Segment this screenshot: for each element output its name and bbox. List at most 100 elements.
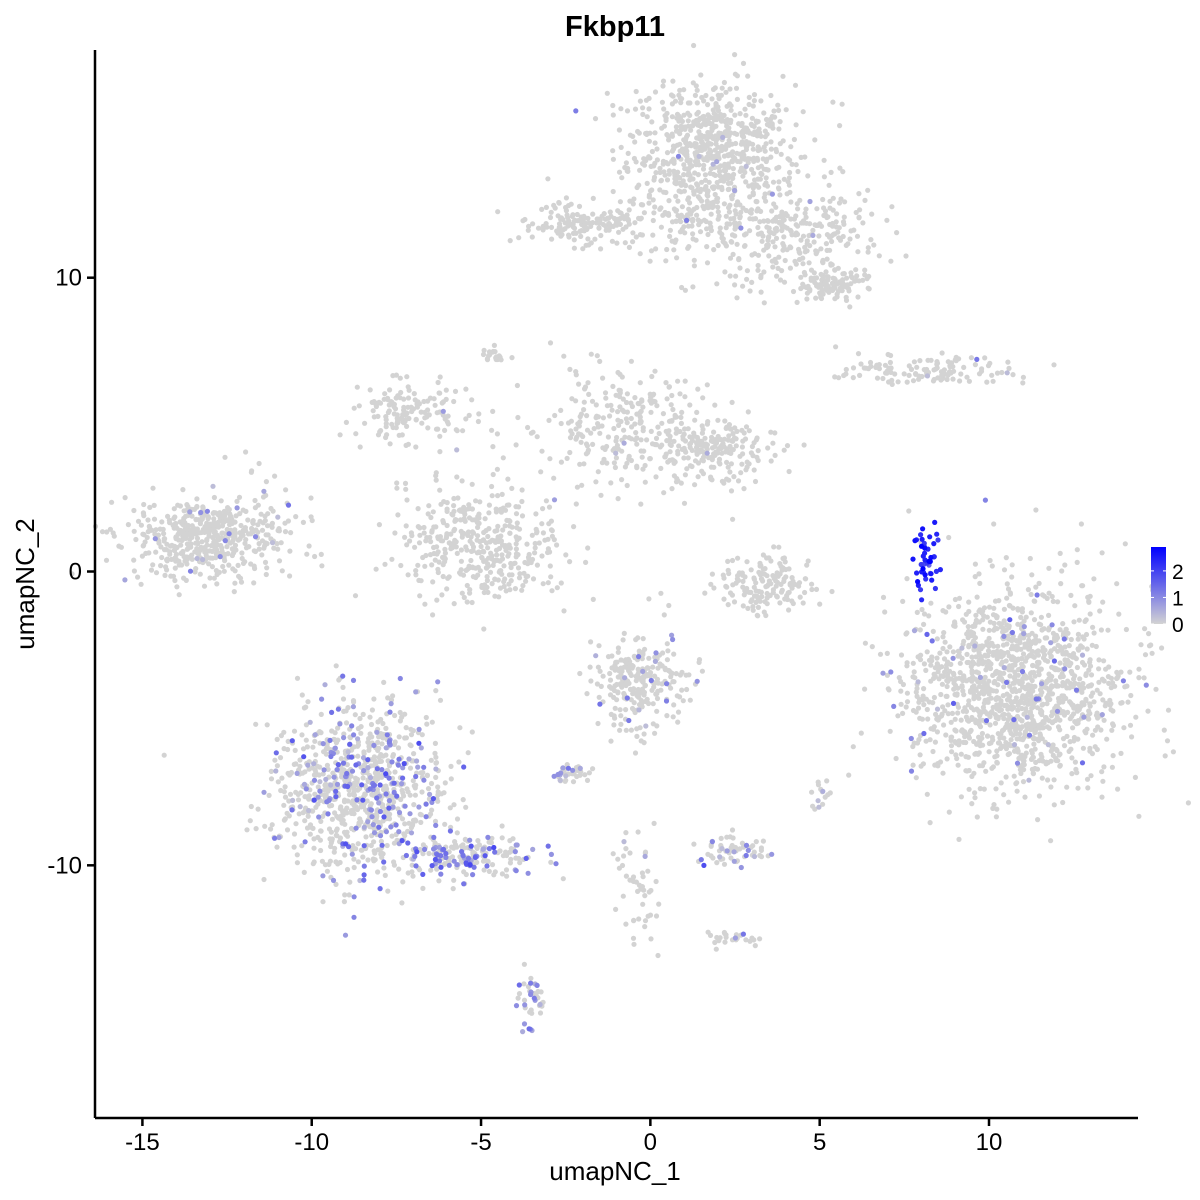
cell-point <box>615 409 621 415</box>
cell-point <box>1004 595 1010 601</box>
cell-point <box>928 678 934 684</box>
cell-point <box>807 221 813 227</box>
cell-point <box>433 477 439 483</box>
cell-point <box>806 260 812 266</box>
cell-point <box>630 133 636 139</box>
cell-point <box>677 141 683 147</box>
cell-point <box>567 435 574 441</box>
cell-point <box>171 506 177 512</box>
cell-point <box>507 530 513 536</box>
cell-point <box>211 575 217 581</box>
cell-point <box>1025 587 1031 593</box>
cell-point <box>985 733 991 739</box>
cell-point <box>1078 521 1084 527</box>
cell-point <box>630 239 636 245</box>
cell-point <box>422 563 428 569</box>
points-layer <box>69 42 1191 1035</box>
cell-point <box>935 761 941 767</box>
cell-point <box>435 549 441 555</box>
cell-point <box>145 517 151 523</box>
cell-point <box>919 606 925 613</box>
cell-point <box>1057 550 1063 557</box>
cell-point <box>711 117 718 123</box>
cell-point <box>484 565 490 571</box>
cell-point <box>969 714 975 721</box>
cell-point <box>669 418 675 424</box>
cell-point <box>761 110 767 116</box>
cell-point <box>625 218 632 224</box>
cell-point <box>796 583 802 589</box>
cell-point <box>622 464 629 470</box>
cell-point <box>1048 838 1054 844</box>
cell-point <box>780 555 786 562</box>
cell-point <box>499 556 506 562</box>
cell-point <box>135 518 142 524</box>
cell-point <box>604 443 610 450</box>
cell-point <box>674 255 680 261</box>
cell-point <box>661 169 667 175</box>
cell-point <box>788 245 794 251</box>
cell-point <box>966 642 972 648</box>
cell-point <box>889 204 895 210</box>
cell-point <box>201 583 208 589</box>
cell-point <box>634 411 640 417</box>
cell-point <box>561 353 567 359</box>
cell-point <box>637 251 643 257</box>
cell-point <box>1091 699 1097 705</box>
cell-point <box>415 562 421 568</box>
cell-point <box>234 498 240 504</box>
cell-point <box>765 218 771 224</box>
cell-point <box>1047 650 1053 656</box>
cell-point <box>579 218 585 224</box>
cell-point <box>1031 669 1037 676</box>
cell-point <box>665 210 672 217</box>
cell-point <box>779 227 785 234</box>
cell-point <box>971 707 977 713</box>
cell-point <box>351 792 357 798</box>
cell-point <box>696 442 702 448</box>
cell-point <box>784 191 790 197</box>
cell-point <box>971 738 977 745</box>
cell-point <box>571 237 577 243</box>
cell-point <box>633 430 639 436</box>
cell-point <box>751 170 757 176</box>
cell-point <box>1088 672 1095 678</box>
cell-point <box>250 519 256 525</box>
cell-point <box>670 457 676 463</box>
cell-point <box>930 628 936 635</box>
cell-point <box>729 196 735 202</box>
cell-point <box>931 376 937 383</box>
cell-point <box>236 494 243 500</box>
cell-point <box>1064 784 1070 790</box>
cell-point <box>398 562 404 569</box>
cell-point <box>469 517 475 523</box>
cell-point <box>440 573 446 580</box>
cell-point <box>1000 625 1007 632</box>
cell-point <box>478 543 484 550</box>
cell-point <box>294 852 300 858</box>
cell-point <box>229 539 235 545</box>
cell-point <box>918 763 924 769</box>
cell-point <box>880 375 886 382</box>
cell-point <box>942 639 948 645</box>
cell-point <box>720 441 726 447</box>
cell-point <box>164 557 170 563</box>
cell-point <box>1020 651 1027 657</box>
cell-point <box>712 133 719 139</box>
cell-point <box>256 541 262 547</box>
cell-point <box>465 506 471 512</box>
cell-point <box>344 805 350 811</box>
cell-point <box>387 387 393 393</box>
cell-point <box>956 675 962 681</box>
cell-point <box>613 455 620 461</box>
cell-point <box>814 249 820 255</box>
cell-point <box>590 195 596 201</box>
cell-point <box>413 572 419 578</box>
cell-point <box>293 761 299 767</box>
cell-point <box>484 574 490 580</box>
cell-point <box>1020 664 1026 670</box>
cell-point <box>214 581 220 587</box>
cell-point <box>847 236 853 242</box>
cell-point <box>667 441 673 448</box>
cell-point <box>539 521 545 527</box>
